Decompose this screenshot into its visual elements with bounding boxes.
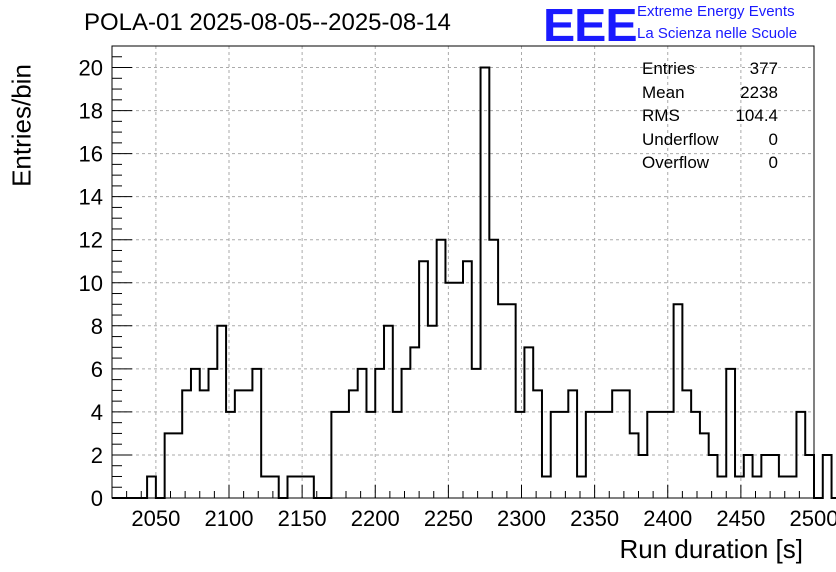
y-axis: 0 2 4 6 8 10 12 14 16 18 20: [79, 45, 132, 511]
x-tick-label: 2050: [131, 506, 180, 531]
stat-entries: Entries 377: [642, 57, 778, 81]
chart-title: POLA-01 2025-08-05--2025-08-14: [84, 9, 451, 36]
x-tick-label: 2350: [570, 506, 619, 531]
y-tick-label: 4: [91, 400, 103, 425]
x-axis: 2050 2100 2150 2200 2250 2300 2350 2400 2450 2500: [111, 485, 836, 531]
x-tick-label: 2400: [643, 506, 692, 531]
stat-label: Overflow: [642, 153, 710, 172]
stat-overflow: Overflow 0: [642, 151, 778, 175]
x-tick-label: 2450: [716, 506, 765, 531]
stat-rms: RMS 104.4: [642, 104, 778, 128]
y-tick-label: 8: [91, 314, 103, 339]
stats-box: Entries 377 Mean 2238 RMS 104.4 Underflow 0 …: [642, 57, 778, 175]
y-axis-label: Entries/bin: [6, 64, 37, 187]
y-tick-label: 10: [79, 271, 103, 296]
stat-label: Entries: [642, 59, 695, 78]
y-tick-label: 6: [91, 357, 103, 382]
x-axis-label: Run duration [s]: [619, 534, 803, 564]
stat-mean: Mean 2238: [642, 81, 778, 105]
stat-underflow: Underflow 0: [642, 128, 778, 152]
x-tick-label: 2250: [424, 506, 473, 531]
y-tick-label: 2: [91, 443, 103, 468]
logo-tagline-2: La Scienza nelle Scuole: [637, 25, 798, 42]
eee-logo: EEE: [543, 0, 638, 51]
stat-label: Underflow: [642, 129, 719, 149]
x-tick-label: 2500: [790, 506, 836, 531]
y-tick-label: 12: [79, 228, 103, 253]
stat-label: Mean: [642, 82, 685, 102]
y-tick-label: 20: [79, 56, 103, 81]
y-tick-label: 0: [91, 486, 103, 511]
x-tick-label: 2300: [497, 506, 546, 531]
x-tick-label: 2100: [205, 506, 254, 531]
stat-value: 0: [768, 129, 778, 149]
x-tick-label: 2150: [278, 506, 327, 531]
stat-value: 104.4: [735, 106, 778, 125]
stat-value: 377: [749, 59, 778, 78]
stat-value: 0: [768, 153, 778, 172]
stat-label: RMS: [642, 106, 680, 125]
logo-tagline-1: Extreme Energy Events: [637, 3, 795, 20]
y-tick-label: 18: [79, 99, 103, 124]
stat-value: 2238: [740, 82, 778, 102]
y-tick-label: 14: [79, 185, 103, 210]
x-tick-label: 2200: [351, 506, 400, 531]
y-tick-label: 16: [79, 142, 103, 167]
histogram-series: [112, 66, 836, 499]
